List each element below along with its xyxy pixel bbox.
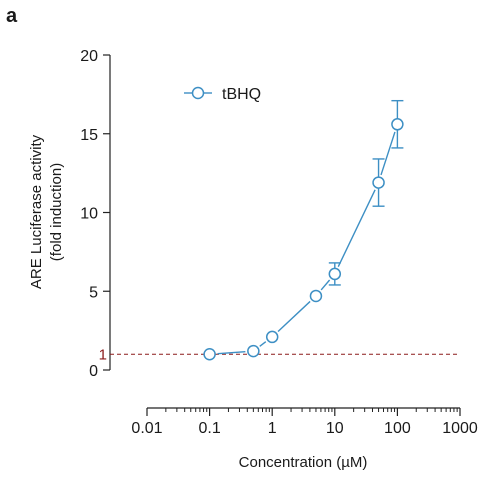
- x-tick-label: 10: [326, 420, 344, 437]
- series-line-segment: [337, 189, 376, 268]
- x-axis-label: Concentration (µM): [239, 454, 368, 471]
- y-axis: 0 5 10 15 20: [80, 48, 111, 380]
- data-point: [247, 344, 260, 358]
- x-tick-label: 100: [384, 420, 411, 437]
- reference-line: 1: [99, 346, 460, 363]
- legend-label: tBHQ: [222, 86, 261, 103]
- x-tick-label: 0.01: [131, 420, 162, 437]
- y-tick-label: 0: [89, 363, 98, 380]
- x-tick-label: 1: [268, 420, 277, 437]
- data-point: [372, 176, 385, 189]
- x-tick-label: 1000: [442, 420, 478, 437]
- data-point: [203, 348, 216, 361]
- reference-line-label: 1: [99, 346, 107, 363]
- legend: tBHQ: [184, 86, 261, 103]
- y-tick-label: 5: [89, 284, 98, 301]
- data-point: [328, 267, 342, 281]
- y-axis-label-line-2: (fold induction): [48, 163, 65, 261]
- series-group: [203, 99, 404, 361]
- data-point: [309, 289, 323, 303]
- y-tick-label: 15: [80, 127, 98, 144]
- data-point: [265, 330, 279, 344]
- data-point: [391, 118, 404, 131]
- series-line-segment: [259, 341, 267, 347]
- series-line-segment: [380, 131, 396, 176]
- y-tick-label: 10: [80, 206, 98, 223]
- x-axis: 0.01 0.1 1 10 100 1000: [131, 407, 478, 437]
- series-line-segment: [277, 300, 311, 332]
- series-line-segment: [320, 279, 331, 291]
- panel-label: a: [6, 5, 18, 27]
- y-axis-label-line-1: ARE Luciferase activity: [28, 134, 45, 289]
- y-tick-label: 20: [80, 48, 98, 65]
- series-line-segment: [217, 350, 246, 355]
- x-tick-label: 0.1: [198, 420, 220, 437]
- legend-marker: [191, 86, 205, 100]
